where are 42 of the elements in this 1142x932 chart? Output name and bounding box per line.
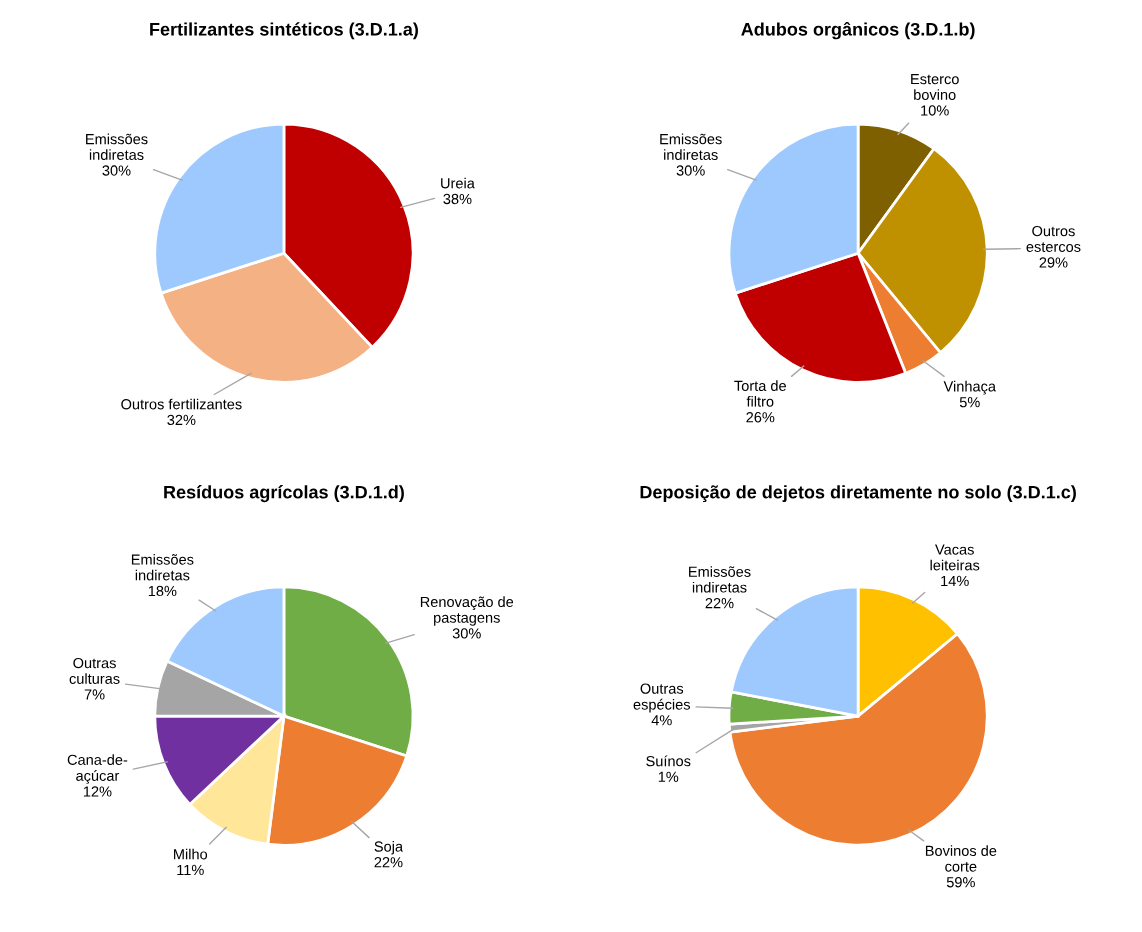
slice-label: Emissões indiretas [660, 133, 722, 160]
data-label: 5% [959, 397, 980, 408]
slice-label: Outras espécies [633, 683, 691, 713]
data-label: 30% [102, 165, 131, 176]
chart-title: Adubos orgânicos (3.D.1.b) [741, 22, 975, 40]
slice-label: Emissões indiretas [86, 133, 148, 160]
data-label: 12% [83, 786, 112, 797]
slice-label: Bovinos de corte [925, 845, 997, 872]
slice-label: Milho [174, 848, 208, 860]
slice-label: Torta de filtro [734, 380, 786, 407]
data-label: 30% [452, 628, 481, 639]
slice-label: Outras culturas [69, 657, 120, 684]
slice-label: Emissões indiretas [131, 553, 194, 581]
data-label: 29% [1039, 257, 1068, 268]
data-label: 14% [941, 575, 969, 587]
data-label: 59% [946, 877, 975, 888]
slice-label: Renovação de pastagens [420, 596, 514, 626]
data-label: 22% [705, 597, 734, 609]
data-label: 38% [443, 193, 472, 205]
slice-label: Suínos [646, 755, 691, 767]
slice-label: Cana-de- açúcar [67, 754, 128, 784]
slice-label: Vacas leiteiras [930, 544, 980, 571]
data-label: 10% [921, 105, 949, 116]
slice-label: Outros estercos [1026, 225, 1081, 252]
slice-label: Outros fertilizantes [121, 398, 242, 410]
data-label: 22% [374, 857, 403, 868]
slice-label: Vinhaça [943, 380, 996, 395]
chart-title: Fertilizantes sintéticos (3.D.1.a) [150, 22, 418, 40]
data-label: 26% [746, 412, 775, 423]
chart-title: Resíduos agrícolas (3.D.1.d) [164, 485, 404, 503]
data-label: 32% [167, 414, 196, 426]
data-label: 30% [676, 165, 705, 176]
slice-label: Soja [374, 840, 404, 855]
data-label: 7% [84, 689, 105, 700]
data-label: 18% [148, 585, 177, 597]
chart-title: Deposição de dejetos diretamente no solo (3.D.1.c) [640, 485, 1076, 503]
data-label: 11% [177, 864, 204, 876]
data-label: 4% [651, 715, 672, 726]
data-label: 1% [658, 771, 679, 782]
slice-label: Ureia [441, 177, 475, 189]
slice-label: Esterco bovino [911, 74, 959, 100]
slice-label: Emissões indiretas [689, 566, 751, 593]
